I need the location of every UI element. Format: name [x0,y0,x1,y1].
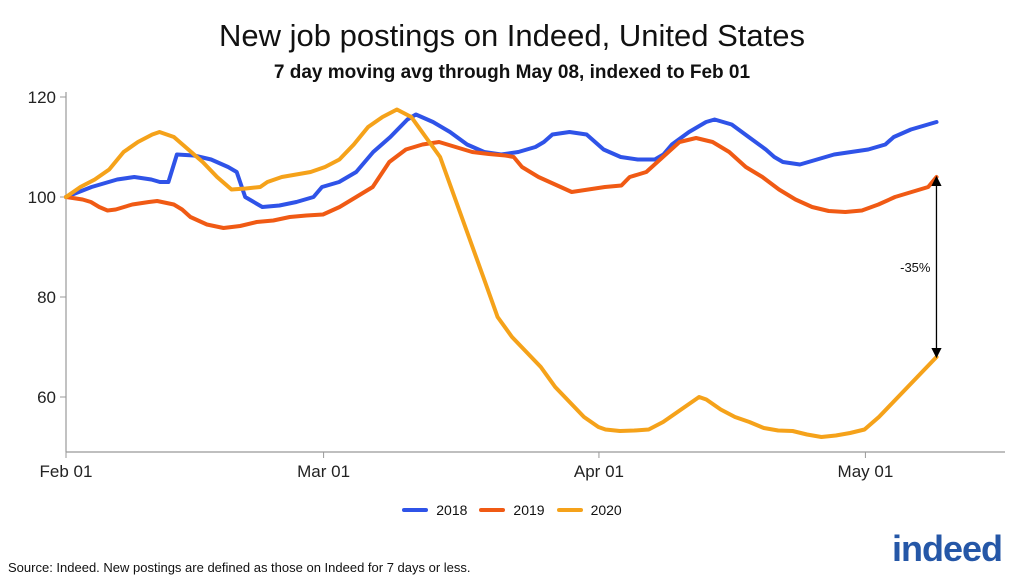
gap-annotation-label: -35% [900,260,931,275]
chart-subtitle: 7 day moving avg through May 08, indexed… [273,62,751,83]
chart-legend: 2018 2019 2020 [0,499,1024,518]
x-tick-label: Feb 01 [40,462,93,481]
series-line-2020 [64,107,939,439]
x-tick-label: Mar 01 [297,462,350,481]
legend-swatch [402,508,429,512]
indeed-logo: indeed [891,528,1003,569]
series-line-2019 [64,136,939,230]
legend-item-2020: 2020 [556,502,622,518]
legend-swatch [556,508,583,512]
legend-item-2018: 2018 [402,502,467,518]
x-tick-label: Apr 01 [574,462,624,481]
legend-label: 2019 [513,502,545,518]
chart-title: New job postings on Indeed, United State… [219,18,805,53]
y-tick-label: 60 [37,388,56,407]
series-line-2018 [64,112,939,209]
legend-swatch [479,508,506,512]
y-tick-label: 100 [28,188,56,207]
legend-label: 2018 [436,502,468,518]
legend-item-2019: 2019 [479,502,545,518]
source-note: Source: Indeed. New postings are defined… [8,560,471,575]
y-tick-label: 80 [37,288,56,307]
legend-label: 2020 [590,502,622,518]
y-tick-label: 120 [28,88,56,107]
x-tick-label: May 01 [838,462,894,481]
